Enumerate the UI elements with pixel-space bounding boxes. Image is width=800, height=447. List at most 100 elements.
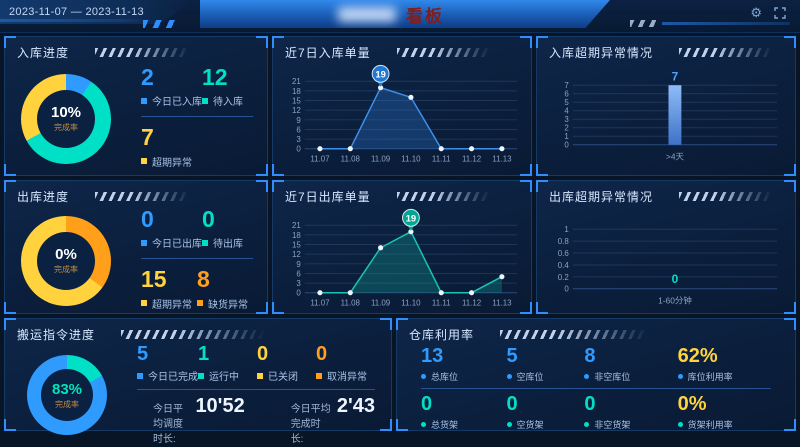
corner-decoration [4,180,16,192]
svg-text:0: 0 [672,272,679,286]
corner-decoration [784,164,796,176]
svg-text:15: 15 [292,97,301,106]
avg-dispatch-time: 今日平均调度时长: 10'52 [153,395,245,445]
panel-transport-progress: 搬运指令进度 83% 完成率 5 今日已完成 [4,318,392,445]
donut-center: 83% 完成率 [41,369,93,421]
corner-decoration [520,164,532,176]
outbound-completion-donut: 0% 完成率 [21,215,111,306]
svg-text:11.07: 11.07 [310,299,329,308]
svg-text:18: 18 [292,231,301,240]
transport-completion-donut: 83% 完成率 [27,355,107,435]
svg-text:0: 0 [564,285,569,294]
row-3: 搬运指令进度 83% 完成率 5 今日已完成 [4,318,796,445]
warehouse-stat: 8 非空库位 [584,345,631,382]
svg-text:7: 7 [564,81,568,90]
completion-caption: 完成率 [54,265,78,275]
corner-decoration [256,302,268,314]
legend-bullet [141,158,147,165]
svg-text:11.13: 11.13 [492,299,512,308]
stat-outbound-pending: 0 待出库 [202,206,243,251]
svg-text:11.13: 11.13 [492,155,512,164]
corner-decoration [4,302,16,314]
settings-gear-icon[interactable]: ⚙ [750,5,762,20]
transport-stats: 5 今日已完成 1 运行中 0 已关闭 [117,343,375,445]
svg-text:0.2: 0.2 [558,273,569,282]
legend-bullet [197,300,203,307]
inbound-stats: 2 今日已入库 12 待入库 7 超期异常 [119,64,253,169]
warehouse-stat: 0 总货架 [421,393,459,430]
legend-bullet [677,422,683,427]
header-actions: ⚙ [750,6,786,19]
legend-bullet [141,239,147,246]
completion-percent: 0% [55,246,77,264]
svg-text:4: 4 [564,107,569,116]
corner-decoration [4,36,16,48]
corner-decoration [784,318,796,330]
hatch-decoration [396,48,495,57]
hatch-decoration [500,330,658,339]
panel-inbound-progress: 入库进度 10% 完成率 2 今日已入库 [4,36,268,176]
legend-bullet [677,374,683,379]
hatch-decoration [95,192,195,201]
completion-percent: 10% [50,104,82,122]
stat-inbound-today: 2 今日已入库 [141,64,202,109]
header-left-ticks-decoration [143,20,177,28]
warehouse-stat: 0 非空货架 [584,393,631,430]
hatch-decoration [95,48,195,57]
svg-text:6: 6 [564,90,569,99]
svg-text:11.09: 11.09 [371,155,391,164]
legend-bullet [316,372,322,379]
svg-text:11.07: 11.07 [310,155,329,164]
panel-title: 出库进度 [17,190,70,204]
corner-decoration [784,302,796,314]
hatch-decoration [121,330,274,339]
svg-text:0.8: 0.8 [558,237,570,246]
svg-text:1-60分钟: 1-60分钟 [658,296,692,306]
svg-text:11.09: 11.09 [371,299,391,308]
legend-bullet [141,97,147,104]
corner-decoration [272,36,284,48]
svg-text:18: 18 [292,87,301,96]
corner-decoration [536,36,548,48]
legend-bullet [198,372,204,379]
hatch-decoration [679,192,778,201]
corner-decoration [520,302,532,314]
date-range: 2023-11-07 — 2023-11-13 [9,6,144,18]
corner-decoration [256,164,268,176]
legend-bullet [584,374,590,379]
svg-text:11.12: 11.12 [462,155,481,164]
legend-bullet [506,422,512,427]
row-2: 出库进度 0% 完成率 0 今日已出库 [4,180,796,314]
legend-bullet [137,372,143,379]
inbound-completion-donut: 10% 完成率 [21,73,111,164]
svg-text:11.10: 11.10 [401,299,421,308]
corner-decoration [536,180,548,192]
legend-bullet [421,374,426,379]
dashboard-grid: 入库进度 10% 完成率 2 今日已入库 [4,36,796,445]
legend-bullet [202,239,208,246]
avg-complete-time: 今日平均完成时长: 2'43 [290,395,375,445]
corner-decoration [256,36,268,48]
donut-center: 10% 完成率 [37,89,95,148]
corner-decoration [520,36,532,48]
svg-text:5: 5 [564,98,569,107]
corner-decoration [272,180,284,192]
legend-bullet [506,374,512,379]
panel-inbound-overdue-chart: 入库超期异常情况 0 1 2 3 4 5 6 7 7 >4天 [536,36,796,176]
corner-decoration [396,318,408,330]
legend-bullet [141,300,147,307]
svg-text:12: 12 [292,106,301,115]
svg-text:19: 19 [375,68,385,79]
svg-text:11.11: 11.11 [432,299,451,308]
fullscreen-icon[interactable] [774,6,786,19]
svg-text:7: 7 [672,69,679,83]
corner-decoration [520,180,532,192]
completion-caption: 完成率 [54,123,78,133]
corner-decoration [536,164,548,176]
stats-divider [421,388,771,389]
hatch-decoration [679,48,778,57]
panel-title: 搬运指令进度 [17,328,96,342]
completion-percent: 83% [51,380,83,398]
donut-center: 0% 完成率 [37,231,95,290]
